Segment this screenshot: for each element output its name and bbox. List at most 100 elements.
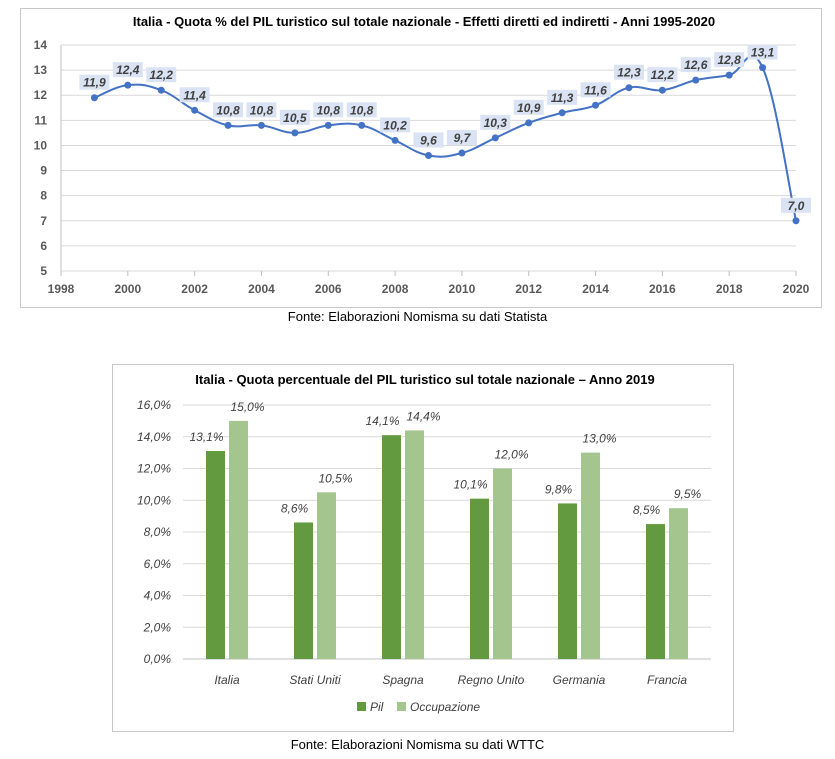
bar-occupazione bbox=[317, 492, 336, 659]
y-tick-label: 12 bbox=[34, 88, 48, 102]
y-tick-label: 10,0% bbox=[137, 493, 171, 507]
data-label: 10,8 bbox=[350, 103, 374, 117]
data-point bbox=[525, 119, 533, 127]
line-chart: Italia - Quota % del PIL turistico sul t… bbox=[34, 14, 811, 296]
bar-occupazione bbox=[229, 420, 248, 659]
data-label: 12,2 bbox=[651, 68, 675, 82]
x-tick-label: 2008 bbox=[382, 282, 409, 296]
bar-pil bbox=[558, 503, 577, 659]
data-point bbox=[725, 71, 733, 79]
data-label: 7,0 bbox=[788, 199, 805, 213]
data-label-bg bbox=[480, 114, 511, 130]
y-tick-label: 0,0% bbox=[144, 652, 172, 666]
data-label: 12,4 bbox=[116, 63, 140, 77]
x-tick-label: 2016 bbox=[649, 282, 676, 296]
data-label: 10,5 bbox=[283, 111, 307, 125]
data-label: 9,8% bbox=[545, 482, 573, 496]
data-label: 9,5% bbox=[674, 487, 702, 501]
data-point bbox=[224, 121, 232, 129]
data-label: 12,2 bbox=[150, 68, 174, 82]
data-label: 13,1% bbox=[189, 430, 223, 444]
data-label-bg bbox=[547, 89, 578, 105]
data-label: 9,6 bbox=[420, 133, 437, 147]
data-point bbox=[425, 151, 432, 159]
data-label: 14,1% bbox=[365, 414, 399, 428]
data-point bbox=[291, 129, 299, 137]
data-label: 13,0% bbox=[582, 432, 616, 446]
bar-chart-source: Fonte: Elaborazioni Nomisma su dati WTTC bbox=[290, 737, 545, 752]
line-chart-source: Fonte: Elaborazioni Nomisma su dati Stat… bbox=[287, 309, 548, 324]
data-label-bg bbox=[146, 67, 177, 83]
data-point bbox=[625, 84, 633, 92]
bar-pil bbox=[646, 524, 665, 659]
data-label: 9,7 bbox=[454, 131, 472, 145]
data-label-bg bbox=[279, 109, 310, 125]
bar-chart: Italia - Quota percentuale del PIL turis… bbox=[137, 372, 711, 714]
data-label: 10,2 bbox=[383, 118, 407, 132]
bar-occupazione bbox=[405, 430, 424, 659]
data-label: 10,9 bbox=[517, 101, 541, 115]
data-label-bg bbox=[747, 44, 778, 60]
y-tick-label: 5 bbox=[40, 264, 47, 278]
x-tick-label: 2002 bbox=[181, 282, 208, 296]
x-tick-label: 2018 bbox=[716, 282, 743, 296]
data-point bbox=[391, 136, 399, 144]
y-tick-label: 8,0% bbox=[144, 525, 172, 539]
data-label-bg bbox=[647, 67, 678, 83]
data-label: 11,9 bbox=[83, 76, 106, 90]
data-label-bg bbox=[246, 102, 277, 118]
data-point bbox=[257, 121, 265, 129]
bar-chart-panel: Italia - Quota percentuale del PIL turis… bbox=[112, 364, 734, 732]
x-tick-label: 1998 bbox=[48, 282, 75, 296]
y-tick-label: 2,0% bbox=[143, 620, 172, 634]
data-point bbox=[658, 86, 666, 94]
x-tick-label: 2014 bbox=[582, 282, 609, 296]
y-tick-label: 16,0% bbox=[137, 398, 171, 412]
data-point bbox=[324, 121, 332, 129]
data-label: 10,8 bbox=[250, 103, 274, 117]
bar-pil bbox=[470, 498, 489, 659]
y-tick-label: 13 bbox=[34, 63, 48, 77]
data-label-bg bbox=[413, 132, 444, 148]
data-label: 12,3 bbox=[617, 66, 641, 80]
x-tick-label: 2010 bbox=[449, 282, 476, 296]
data-label: 12,6 bbox=[684, 58, 708, 72]
data-label: 10,5% bbox=[318, 471, 352, 485]
chart-title: Italia - Quota % del PIL turistico sul t… bbox=[133, 14, 715, 29]
x-tick-label: 2020 bbox=[783, 282, 810, 296]
data-point bbox=[124, 81, 132, 89]
data-label-bg bbox=[781, 197, 811, 213]
bar-pil bbox=[294, 522, 313, 659]
x-tick-label: Regno Unito bbox=[458, 673, 525, 687]
data-point bbox=[592, 101, 600, 109]
y-tick-label: 6,0% bbox=[144, 557, 172, 571]
data-label-bg bbox=[513, 99, 544, 115]
data-label-bg bbox=[380, 117, 411, 133]
legend-label: Occupazione bbox=[410, 700, 480, 714]
data-point bbox=[90, 94, 98, 102]
data-label: 12,8 bbox=[718, 53, 742, 67]
data-label: 11,4 bbox=[183, 88, 206, 102]
data-label: 11,3 bbox=[551, 91, 574, 105]
data-point bbox=[191, 106, 199, 114]
y-tick-label: 12,0% bbox=[137, 462, 171, 476]
x-tick-label: 2006 bbox=[315, 282, 342, 296]
legend-swatch bbox=[397, 702, 406, 711]
y-tick-label: 11 bbox=[34, 113, 47, 127]
data-label-bg bbox=[714, 52, 745, 68]
x-tick-label: Francia bbox=[647, 673, 687, 687]
legend-swatch bbox=[357, 702, 366, 711]
data-label: 8,6% bbox=[281, 501, 309, 515]
y-tick-label: 14,0% bbox=[137, 430, 171, 444]
bar-occupazione bbox=[581, 452, 600, 659]
x-tick-label: Italia bbox=[214, 673, 240, 687]
data-label: 11,6 bbox=[584, 83, 607, 97]
chart-title: Italia - Quota percentuale del PIL turis… bbox=[195, 372, 654, 387]
data-label: 10,8 bbox=[317, 103, 341, 117]
bar-occupazione bbox=[493, 468, 512, 659]
y-tick-label: 9 bbox=[40, 164, 47, 178]
data-label-bg bbox=[179, 87, 210, 103]
x-tick-label: 2012 bbox=[515, 282, 542, 296]
data-label: 10,1% bbox=[453, 478, 487, 492]
data-point bbox=[458, 149, 466, 157]
